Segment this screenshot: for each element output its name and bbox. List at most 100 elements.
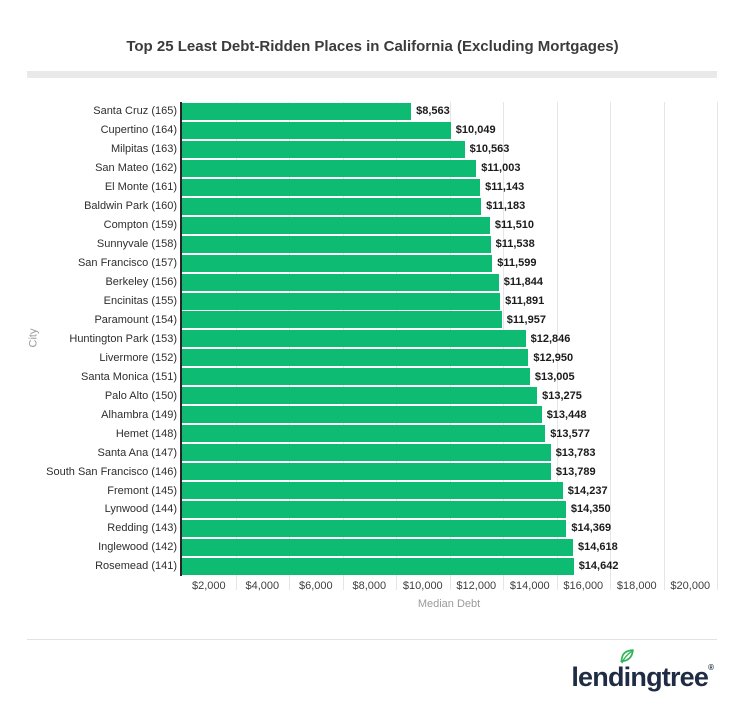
bar xyxy=(182,519,567,537)
bar xyxy=(182,216,490,234)
x-axis-ticks: $2,000 $4,000 $6,000 $8,000 $10,000 $12,000 $1… xyxy=(182,580,734,594)
chart-title: Top 25 Least Debt-Ridden Places in Calif… xyxy=(126,38,619,55)
category-label: Paramount (154) xyxy=(94,313,177,326)
bar xyxy=(182,444,551,462)
bar xyxy=(182,235,491,253)
bar-row: $13,275 xyxy=(182,386,734,405)
bar xyxy=(182,387,538,405)
category-label: Santa Monica (151) xyxy=(81,370,177,383)
bar xyxy=(182,292,501,310)
bar-row: $14,618 xyxy=(182,538,734,557)
bar xyxy=(182,425,546,443)
bar-value-label: $11,183 xyxy=(486,200,526,213)
category-label: Rosemead (141) xyxy=(95,560,177,573)
category-label: South San Francisco (146) xyxy=(46,465,177,478)
gridline xyxy=(663,102,665,590)
bar-row: $14,642 xyxy=(182,557,734,576)
logo-i: i xyxy=(620,649,634,692)
bar-value-label: $11,003 xyxy=(481,162,521,175)
category-label: Santa Ana (147) xyxy=(97,446,177,459)
bar-value-label: $13,448 xyxy=(546,408,587,421)
leaf-icon xyxy=(620,649,634,664)
bar xyxy=(182,368,530,386)
bar-row: $11,003 xyxy=(182,159,734,178)
category-label: San Francisco (157) xyxy=(77,257,177,270)
category-label: Lynwood (144) xyxy=(104,503,177,516)
category-label: Hemet (148) xyxy=(115,427,177,440)
bar-value-label: $13,005 xyxy=(534,370,575,383)
bar xyxy=(182,140,465,158)
bar-row: $13,005 xyxy=(182,367,734,386)
bar-value-label: $10,563 xyxy=(469,143,510,156)
bar-value-label: $8,563 xyxy=(416,105,450,118)
bar-row: $14,369 xyxy=(182,519,734,538)
bar xyxy=(182,102,412,120)
bar xyxy=(182,406,542,424)
bar-value-label: $14,369 xyxy=(571,522,612,535)
x-tick-label: $20,000 xyxy=(670,580,711,592)
bar-row: $13,577 xyxy=(182,424,734,443)
bar xyxy=(182,311,502,329)
gridline xyxy=(556,102,558,590)
bar-row: $11,599 xyxy=(182,254,734,273)
bar-value-label: $11,844 xyxy=(503,276,543,289)
bar xyxy=(182,557,574,575)
bar-value-label: $12,846 xyxy=(530,332,571,345)
bar-value-label: $13,789 xyxy=(555,465,596,478)
bar xyxy=(182,463,551,481)
bar xyxy=(182,330,526,348)
bar-row: $11,183 xyxy=(182,197,734,216)
category-label: Compton (159) xyxy=(103,219,177,232)
registered-mark: ® xyxy=(708,663,714,672)
bar-value-label: $11,599 xyxy=(497,257,537,270)
bar-value-label: $11,143 xyxy=(485,181,525,194)
category-label: San Mateo (162) xyxy=(95,162,177,175)
bar-value-label: $12,950 xyxy=(533,351,574,364)
bar-row: $10,049 xyxy=(182,121,734,140)
bar-value-label: $13,577 xyxy=(550,427,590,440)
bar-value-label: $11,538 xyxy=(495,238,535,251)
bar-value-label: $14,350 xyxy=(570,503,611,516)
bar-row: $11,538 xyxy=(182,235,734,254)
bar-value-label: $11,891 xyxy=(505,295,545,307)
category-label: Fremont (145) xyxy=(107,484,177,497)
footer-divider xyxy=(27,639,717,640)
x-tick-label: $14,000 xyxy=(509,580,550,592)
bar-row: $11,143 xyxy=(182,178,734,197)
category-label: Cupertino (164) xyxy=(100,124,177,137)
y-axis-line xyxy=(180,102,182,576)
bar-row: $14,237 xyxy=(182,481,734,500)
bar-row: $13,783 xyxy=(182,443,734,462)
bar-value-label: $10,049 xyxy=(455,124,496,137)
y-axis-labels: Santa Cruz (165) Cupertino (164) Milpitas … xyxy=(0,102,177,576)
bar-row: $11,957 xyxy=(182,310,734,329)
logo-text-i: i xyxy=(623,662,631,692)
category-label: Santa Cruz (165) xyxy=(93,105,177,118)
x-tick-label: $8,000 xyxy=(352,580,387,592)
bar-value-label: $11,510 xyxy=(494,219,535,232)
bar xyxy=(182,349,529,367)
bar-row: $13,789 xyxy=(182,462,734,481)
bar-row: $12,950 xyxy=(182,348,734,367)
x-axis-title: Median Debt xyxy=(417,598,481,610)
bar-row: $12,846 xyxy=(182,329,734,348)
bars: $8,563 $10,049 $10,563 $11,003 $11,143 $11,18… xyxy=(182,102,734,576)
bar xyxy=(182,482,563,500)
x-tick-label: $18,000 xyxy=(616,580,657,592)
category-label: Alhambra (149) xyxy=(101,408,177,421)
logo-text-pre: lend xyxy=(571,662,624,692)
bar xyxy=(182,159,477,177)
bar-value-label: $14,237 xyxy=(567,484,608,497)
x-tick-label: $4,000 xyxy=(245,580,280,592)
title-divider xyxy=(27,71,717,78)
bar-value-label: $13,783 xyxy=(555,446,596,459)
bar-row: $13,448 xyxy=(182,405,734,424)
category-label: El Monte (161) xyxy=(104,181,177,194)
bar-row: $8,563 xyxy=(182,102,734,121)
category-label: Huntington Park (153) xyxy=(69,332,177,345)
category-label: Berkeley (156) xyxy=(105,276,177,289)
x-tick-label: $2,000 xyxy=(191,580,226,592)
bar-row: $11,844 xyxy=(182,273,734,292)
bar xyxy=(182,178,481,196)
category-label: Redding (143) xyxy=(107,522,177,535)
